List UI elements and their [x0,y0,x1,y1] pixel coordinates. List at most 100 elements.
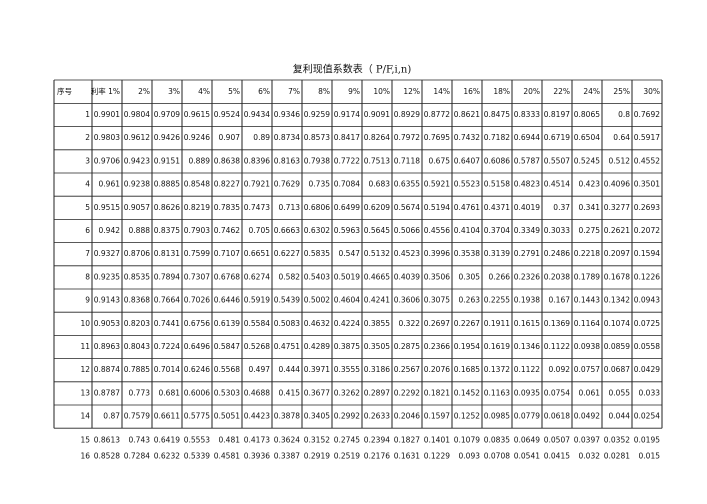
cell-value: 0.7014 [154,365,180,374]
cell-value: 0.015 [639,452,661,461]
cell-value: 0.7885 [124,365,150,374]
cell-value: 0.4523 [394,249,420,258]
cell-value: 0.322 [399,319,421,328]
cell-value: 0.6499 [334,203,360,212]
column-header: 7% [288,87,300,96]
cell-value: 0.5339 [184,452,210,461]
cell-value: 0.4224 [334,319,360,328]
cell-value: 0.4552 [634,156,660,165]
cell-value: 0.7835 [214,203,240,212]
cell-value: 0.4556 [424,226,450,235]
cell-value: 0.1074 [604,319,630,328]
cell-value: 0.1685 [454,365,480,374]
cell-value: 0.3033 [544,226,570,235]
cell-value: 0.2072 [634,226,660,235]
row-number: 1 [85,110,90,119]
cell-value: 0.9515 [94,203,120,212]
row-number: 14 [80,412,90,421]
cell-value: 0.3277 [604,203,630,212]
cell-value: 0.1122 [514,365,540,374]
cell-value: 0.9057 [124,203,150,212]
cell-value: 0.0195 [634,436,660,445]
cell-value: 0.0618 [544,412,570,421]
cell-value: 0.2919 [304,452,330,461]
cell-value: 0.8333 [514,110,540,119]
cell-value: 0.6086 [484,156,510,165]
cell-value: 0.2992 [334,412,360,421]
cell-value: 0.5921 [424,180,450,189]
cell-value: 0.547 [339,249,361,258]
cell-value: 0.5847 [214,342,240,351]
cell-value: 0.8219 [184,203,210,212]
cell-value: 0.266 [489,272,511,281]
column-header: 12% [403,87,420,96]
cell-value: 0.3152 [304,436,330,445]
column-header: 30% [643,87,660,96]
cell-value: 0.0352 [604,436,630,445]
cell-value: 0.0415 [544,452,570,461]
cell-value: 0.1789 [574,272,600,281]
cell-value: 0.7903 [184,226,210,235]
cell-value: 0.4423 [244,412,270,421]
cell-value: 0.7118 [394,156,420,165]
cell-value: 0.888 [129,226,151,235]
cell-value: 0.055 [609,388,631,397]
cell-value: 0.4688 [244,388,270,397]
column-header: 9% [348,87,360,96]
cell-value: 0.0429 [634,365,660,374]
cell-value: 0.4604 [334,296,360,305]
cell-value: 0.0254 [634,412,660,421]
column-header: 10% [373,87,390,96]
cell-value: 0.87 [103,412,120,421]
cell-value: 0.705 [249,226,271,235]
cell-value: 0.8375 [154,226,180,235]
cell-value: 0.3855 [364,319,390,328]
cell-value: 0.481 [219,436,241,445]
cell-value: 0.6407 [454,156,480,165]
cell-value: 0.8227 [214,180,240,189]
cell-value: 0.8417 [334,133,360,142]
cell-value: 0.8475 [484,110,510,119]
row-number: 4 [85,180,90,189]
cell-value: 0.6355 [394,180,420,189]
cell-value: 0.5132 [364,249,390,258]
cell-value: 0.0985 [484,412,510,421]
cell-value: 0.3624 [274,436,300,445]
row-number: 9 [85,296,90,305]
cell-value: 0.9901 [94,110,120,119]
cell-value: 0.6756 [184,319,210,328]
cell-value: 0.7441 [154,319,180,328]
cell-value: 0.3262 [334,388,360,397]
cell-value: 0.0754 [544,388,570,397]
cell-value: 0.889 [189,156,211,165]
cell-value: 0.7664 [154,296,180,305]
cell-value: 0.1226 [634,272,660,281]
cell-value: 0.1443 [574,296,600,305]
cell-value: 0.1122 [544,342,570,351]
cell-value: 0.64 [613,133,630,142]
cell-value: 0.2745 [334,436,360,445]
cell-value: 0.89 [253,133,270,142]
cell-value: 0.6006 [184,388,210,397]
cell-value: 0.4039 [394,272,420,281]
cell-value: 0.4096 [604,180,630,189]
cell-value: 0.9612 [124,133,150,142]
cell-value: 0.9346 [274,110,300,119]
cell-value: 0.7432 [454,133,480,142]
cell-value: 0.5645 [364,226,390,235]
cell-value: 0.9327 [94,249,120,258]
cell-value: 0.0943 [634,296,660,305]
cell-value: 0.7182 [484,133,510,142]
cell-value: 0.7972 [394,133,420,142]
cell-value: 0.9259 [304,110,330,119]
cell-value: 0.3555 [334,365,360,374]
cell-value: 0.093 [459,452,481,461]
row-number: 12 [80,365,90,374]
cell-value: 0.061 [579,388,601,397]
cell-value: 0.8203 [124,319,150,328]
row-number: 11 [80,342,90,351]
cell-value: 0.9091 [364,110,390,119]
cell-value: 0.3878 [274,412,300,421]
cell-value: 0.3606 [394,296,420,305]
